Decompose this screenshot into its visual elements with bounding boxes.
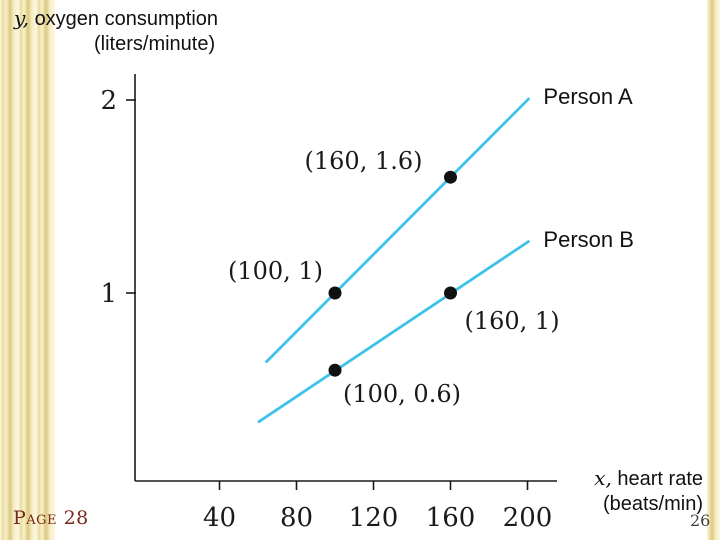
coordinate-annotation: (100, 0.6) xyxy=(343,380,461,408)
coordinate-annotation: (160, 1.6) xyxy=(305,147,423,175)
series-line xyxy=(264,97,531,364)
y-tick-label: 1 xyxy=(100,279,117,309)
y-variable: y, xyxy=(14,6,29,30)
y-axis-unit: (liters/minute) xyxy=(94,33,216,55)
data-point xyxy=(444,170,457,184)
x-tick-label: 160 xyxy=(426,503,476,533)
series-label: Person A xyxy=(543,84,633,109)
data-point xyxy=(328,363,342,377)
data-point xyxy=(444,286,457,300)
page-label: Page 28 xyxy=(13,507,89,529)
y-axis-title-line1: y, oxygen consumption xyxy=(14,6,218,32)
y-tick-label: 2 xyxy=(100,86,117,116)
y-axis-title: y, oxygen consumption (liters/minute) xyxy=(14,6,218,57)
x-axis-title: x, heart rate (beats/min) xyxy=(553,466,703,517)
slide-number: 26 xyxy=(690,511,711,530)
series-line xyxy=(257,239,531,424)
series-label: Person B xyxy=(543,227,634,252)
x-tick-label: 80 xyxy=(280,503,313,533)
coordinate-annotation: (160, 1) xyxy=(465,307,560,335)
coordinate-annotation: (100, 1) xyxy=(228,257,323,285)
slide-background-panel xyxy=(55,0,707,540)
x-tick-label: 200 xyxy=(503,503,553,533)
data-point xyxy=(328,286,342,300)
x-axis-title-text: heart rate xyxy=(617,468,703,490)
x-axis-title-line1: x, heart rate xyxy=(553,466,703,492)
x-axis-unit: (beats/min) xyxy=(602,493,703,515)
y-axis-title-text: oxygen consumption xyxy=(34,8,219,30)
x-variable: x, xyxy=(594,466,612,490)
x-tick-label: 40 xyxy=(203,503,236,533)
x-tick-label: 120 xyxy=(349,503,399,533)
